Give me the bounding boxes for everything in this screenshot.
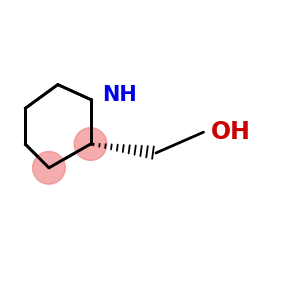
Circle shape <box>33 152 65 184</box>
Text: OH: OH <box>211 120 251 144</box>
Text: NH: NH <box>102 85 137 105</box>
Circle shape <box>74 128 107 160</box>
